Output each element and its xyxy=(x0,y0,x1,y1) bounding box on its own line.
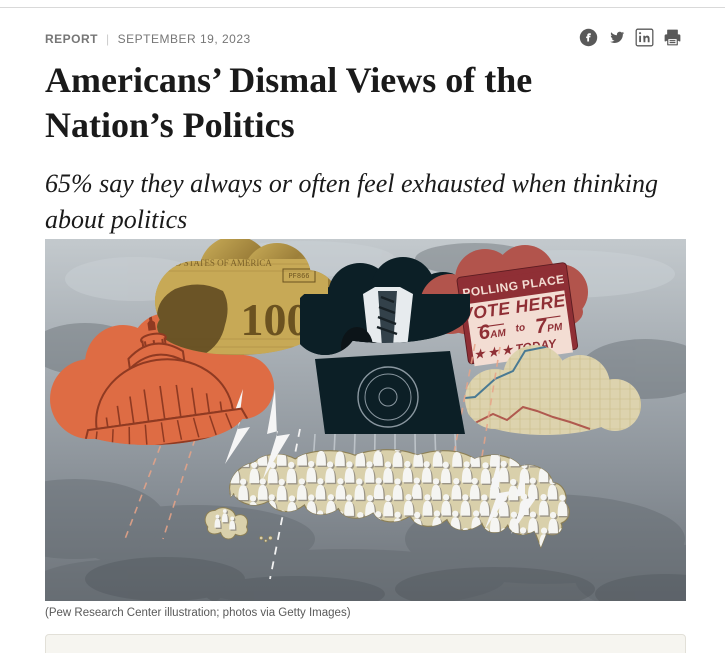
svg-text:PF866: PF866 xyxy=(288,273,309,281)
svg-text:to: to xyxy=(515,322,526,334)
svg-text:100: 100 xyxy=(241,294,310,345)
